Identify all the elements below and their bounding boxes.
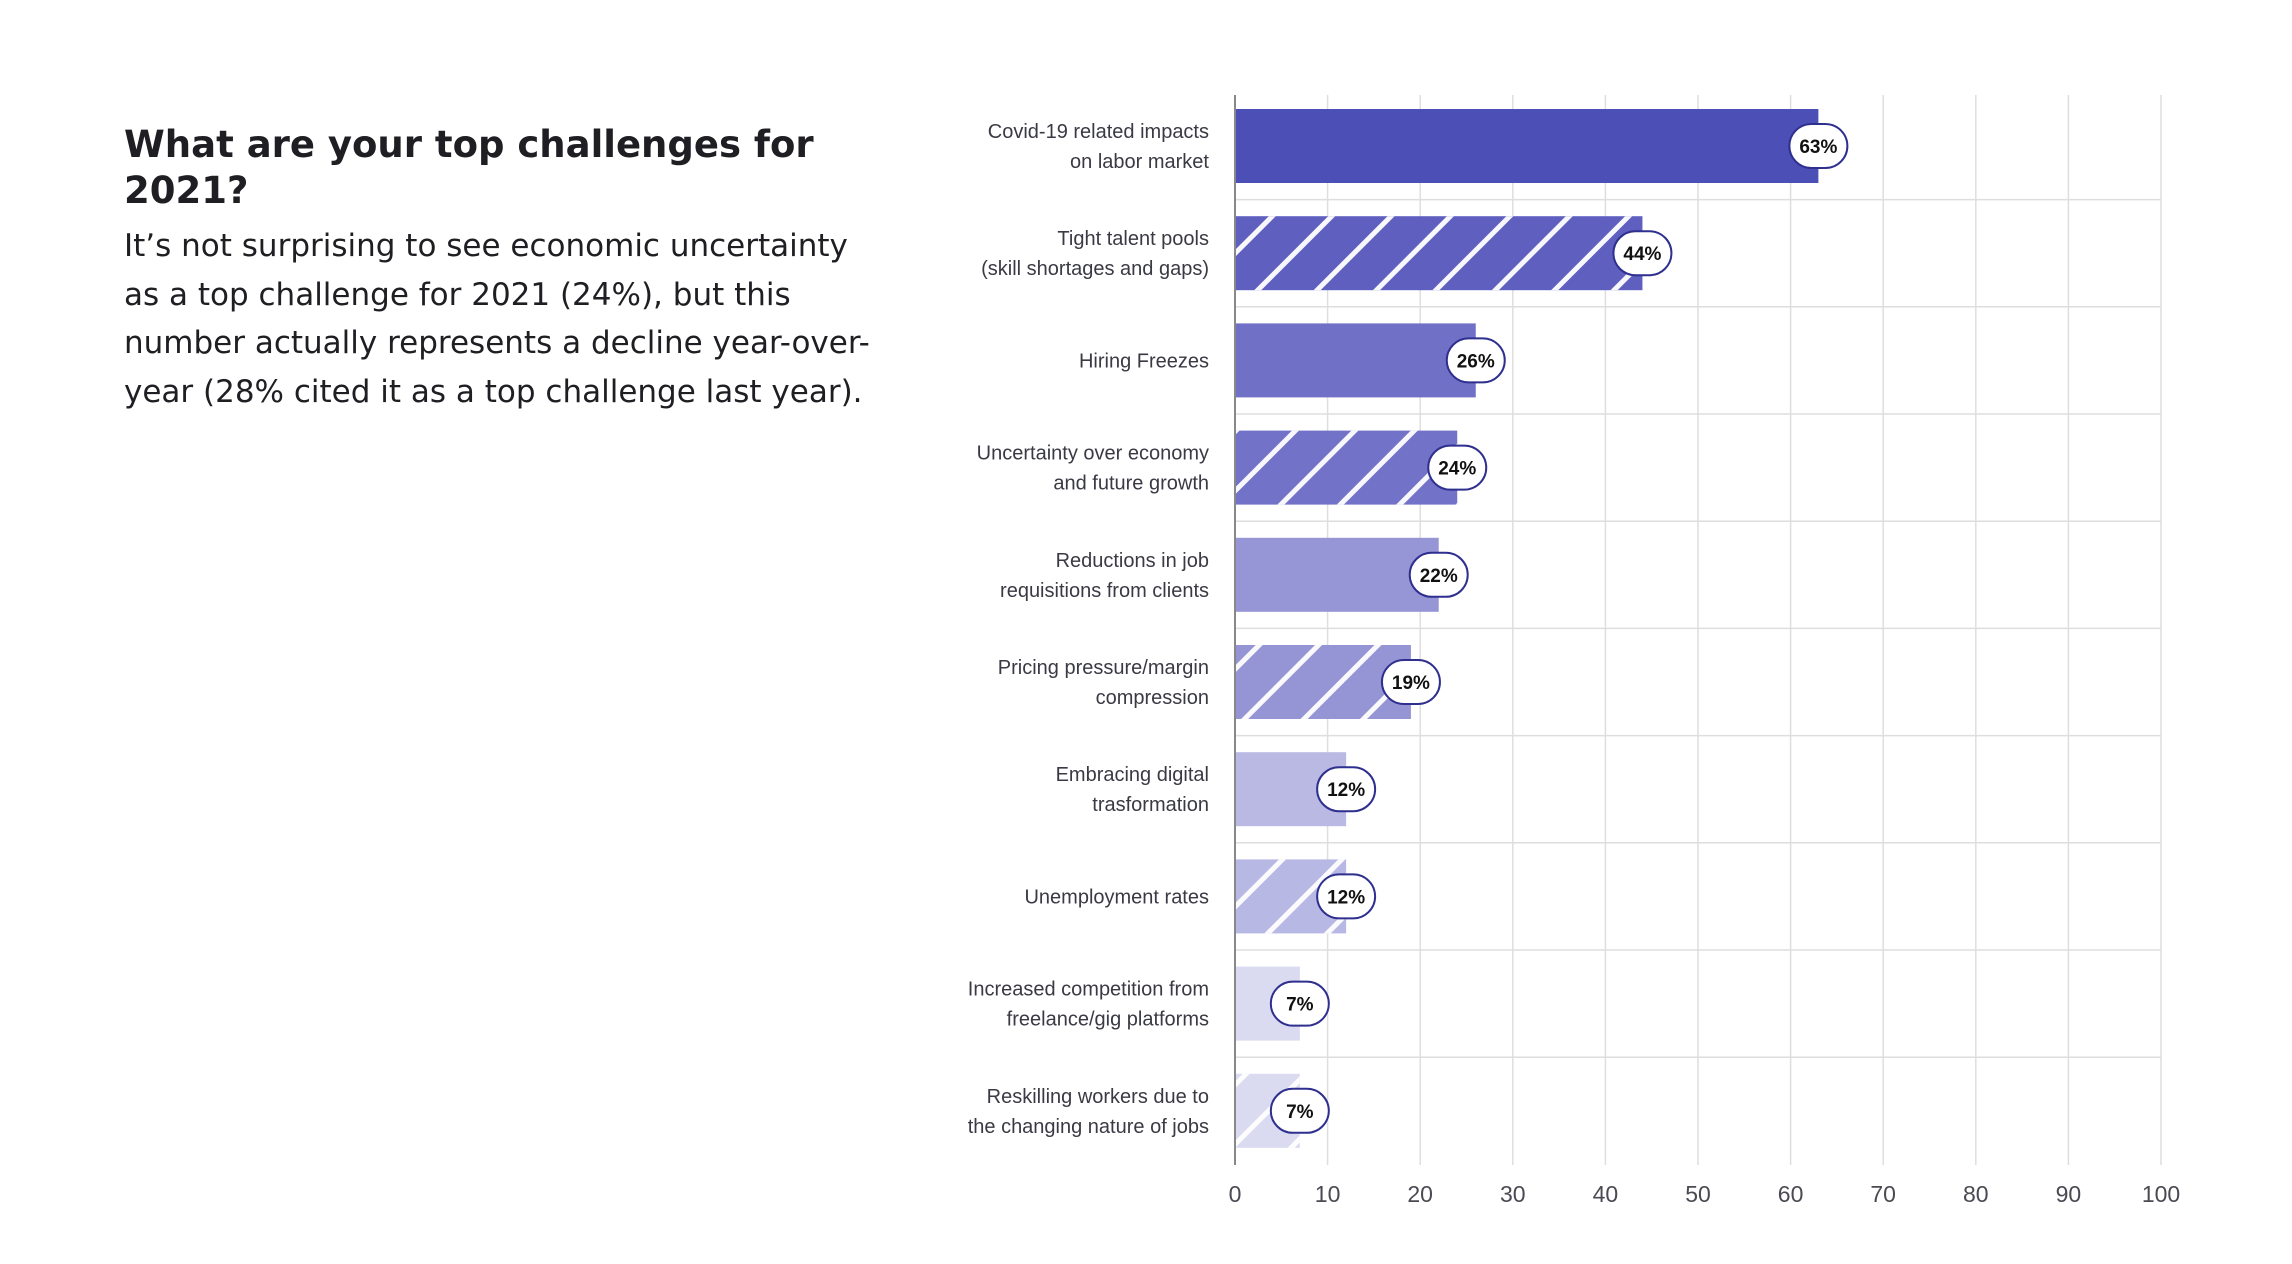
chart-heading: What are your top challenges for 2021? [124, 123, 814, 212]
value-label: 12% [1327, 780, 1365, 801]
bar-hatch [1235, 430, 1458, 505]
x-tick-label: 50 [1685, 1181, 1711, 1207]
value-label-pill [1269, 980, 1330, 1027]
category-label: the changing nature of jobs [968, 1116, 1209, 1138]
category-label: Increased competition from [968, 979, 1209, 1001]
x-tick-label: 80 [1963, 1181, 1989, 1207]
x-tick-label: 10 [1315, 1181, 1341, 1207]
value-label: 7% [1286, 1102, 1314, 1123]
category-label: Reskilling workers due to [987, 1086, 1209, 1108]
category-label: Tight talent pools [1057, 228, 1209, 250]
value-label-pill [1316, 873, 1377, 920]
bar [1235, 109, 1819, 183]
x-tick-label: 0 [1229, 1181, 1242, 1207]
category-label: Covid-19 related impacts [988, 121, 1209, 143]
bar-hatch [1235, 216, 1643, 291]
category-label: compression [1096, 687, 1209, 709]
category-label: on labor market [1070, 151, 1209, 173]
value-label: 63% [1799, 137, 1837, 158]
x-tick-label: 70 [1870, 1181, 1896, 1207]
category-label: Reductions in job [1056, 550, 1209, 572]
category-label: Embracing digital [1056, 764, 1209, 786]
value-label-pill [1427, 444, 1488, 491]
value-label-pill [1408, 551, 1469, 598]
value-label-pill [1316, 766, 1377, 813]
category-label: freelance/gig platforms [1007, 1009, 1209, 1031]
category-label: Unemployment rates [1024, 886, 1209, 908]
value-label-pill [1269, 1087, 1330, 1134]
bars [1235, 109, 1819, 1148]
value-label: 26% [1457, 351, 1495, 372]
category-label: (skill shortages and gaps) [981, 258, 1209, 280]
value-label-pill [1788, 123, 1849, 169]
category-label: trasformation [1092, 794, 1209, 816]
value-label: 12% [1327, 887, 1365, 908]
x-tick-label: 30 [1500, 1181, 1526, 1207]
value-label: 19% [1392, 673, 1430, 694]
category-labels: Covid-19 related impacts on labor market T… [968, 121, 1210, 1138]
value-label: 22% [1420, 566, 1458, 587]
category-label: requisitions from clients [1000, 580, 1209, 602]
x-tick-label: 20 [1407, 1181, 1433, 1207]
chart-description: It’s not surprising to see economic unce… [124, 228, 870, 410]
x-axis-ticks: 0 10 20 30 40 50 60 70 80 90 100 [1229, 1181, 2181, 1207]
category-label: Pricing pressure/margin [998, 657, 1209, 679]
x-tick-label: 60 [1778, 1181, 1804, 1207]
value-label: 44% [1623, 244, 1661, 265]
bar [1235, 323, 1476, 398]
value-label: 7% [1286, 995, 1314, 1016]
x-tick-label: 100 [2142, 1181, 2180, 1207]
x-tick-label: 40 [1593, 1181, 1619, 1207]
value-label: 24% [1438, 459, 1476, 480]
value-label-pill [1612, 230, 1673, 277]
bar [1235, 537, 1439, 612]
value-label-pill [1445, 337, 1506, 384]
category-label: and future growth [1053, 473, 1209, 495]
value-labels: 63% 44% 26% 24% 22% 19% 12% 12% 7% 7% [1269, 123, 1849, 1134]
intro-panel: What are your top challenges for 2021? I… [124, 122, 884, 416]
category-label: Uncertainty over economy [977, 443, 1209, 465]
category-label: Hiring Freezes [1079, 350, 1209, 372]
value-label-pill [1380, 659, 1441, 705]
x-tick-label: 90 [2056, 1181, 2082, 1207]
